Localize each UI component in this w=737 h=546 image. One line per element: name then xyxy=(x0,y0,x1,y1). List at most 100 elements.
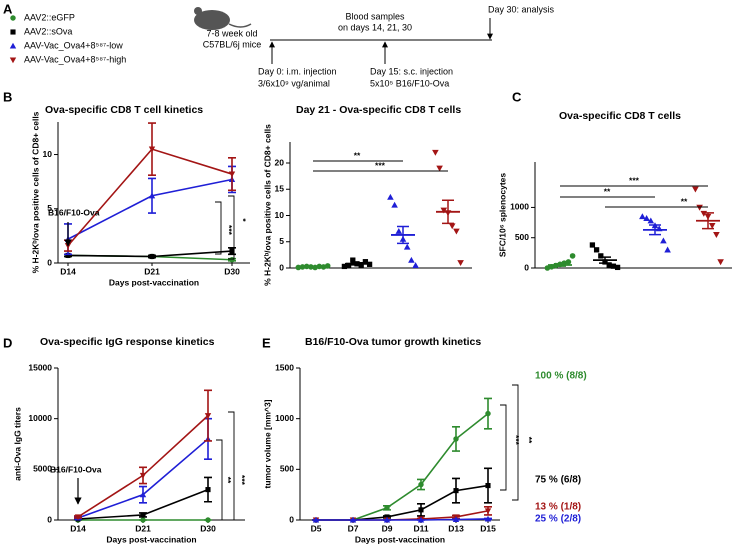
point xyxy=(643,215,650,221)
panel-label: A xyxy=(3,1,13,16)
point xyxy=(484,515,492,522)
point xyxy=(708,222,716,229)
point xyxy=(140,512,146,518)
y-axis-label: % H-2Kᵇ/ova positive cells of CD8+ cells xyxy=(30,111,40,273)
mouse-ear xyxy=(194,7,202,15)
error-bar xyxy=(702,212,714,230)
point xyxy=(384,505,390,511)
mouse-icon xyxy=(194,10,230,30)
x-tick-label: D15 xyxy=(480,523,496,533)
y-tick-label: 0 xyxy=(524,262,529,272)
outcome-label: 75 % (6/8) xyxy=(535,475,581,486)
point xyxy=(65,252,71,258)
point xyxy=(412,262,419,269)
point xyxy=(565,259,572,265)
point xyxy=(453,488,459,494)
annotation: *** xyxy=(224,225,234,236)
point xyxy=(453,228,460,235)
y-tick-label: 1500 xyxy=(275,362,294,372)
timeline-text: 3/6x10⁹ vg/animal xyxy=(258,78,330,88)
significance-bracket xyxy=(500,404,507,491)
point xyxy=(148,146,156,153)
point xyxy=(403,243,411,250)
timeline-text: Day 0: i.m. injection xyxy=(258,66,337,76)
error-bar xyxy=(307,265,319,268)
y-tick-label: 1000 xyxy=(275,413,294,423)
annotation: * xyxy=(238,218,248,222)
point xyxy=(229,248,235,254)
legend-label: AAV-Vac_Ova4+8⁵⁸⁷-low xyxy=(24,40,123,50)
y-tick-label: 0 xyxy=(47,257,52,267)
legend-label: AAV2::eGFP xyxy=(24,12,75,22)
significance-bracket xyxy=(512,384,519,501)
point xyxy=(408,256,415,263)
point xyxy=(448,223,456,230)
point xyxy=(606,262,612,268)
annotation: ** xyxy=(223,477,233,484)
point xyxy=(350,257,356,263)
x-tick-label: D5 xyxy=(311,523,322,533)
point xyxy=(341,263,348,270)
x-tick-label: D21 xyxy=(144,266,160,276)
point xyxy=(432,149,439,156)
point xyxy=(418,481,424,488)
error-bar xyxy=(649,224,661,236)
chart-title: B16/F10-Ova tumor growth kinetics xyxy=(305,336,481,348)
legend-marker xyxy=(10,15,16,21)
y-tick-label: 5 xyxy=(279,236,284,246)
timeline-text: Day 15: s.c. injection xyxy=(370,66,453,76)
timeline-text: 7-8 week old xyxy=(206,28,257,38)
point xyxy=(440,207,448,214)
point xyxy=(610,263,617,269)
significance-bracket xyxy=(216,439,223,521)
point xyxy=(453,436,459,442)
point xyxy=(589,242,596,248)
chart-title: Ova-specific IgG response kinetics xyxy=(40,336,215,348)
point xyxy=(229,257,235,263)
point xyxy=(149,253,155,260)
point xyxy=(140,517,146,523)
point xyxy=(452,516,460,523)
legend-marker xyxy=(9,57,17,64)
series-line xyxy=(316,484,489,521)
chart-title: Day 21 - Ova-specific CD8 T cells xyxy=(296,104,461,116)
error-bar xyxy=(351,262,363,266)
point xyxy=(391,201,398,208)
point xyxy=(692,186,699,193)
y-tick-label: 10000 xyxy=(28,413,52,423)
point xyxy=(593,247,600,253)
x-axis-label: Days post-vaccination xyxy=(106,534,196,544)
point xyxy=(457,260,464,267)
y-tick-label: 5 xyxy=(47,203,52,213)
chart-title: Ova-specific CD8 T cells xyxy=(559,110,681,122)
point xyxy=(362,259,369,265)
point xyxy=(713,232,720,238)
annotation: ** xyxy=(604,186,611,196)
annotation: B16/F10-Ova xyxy=(50,464,102,474)
point xyxy=(383,516,391,523)
annotation: *** xyxy=(511,435,521,446)
point xyxy=(205,517,211,523)
point xyxy=(417,516,425,523)
y-tick-label: 15000 xyxy=(28,362,52,372)
y-tick-label: 0 xyxy=(289,514,294,524)
point xyxy=(349,516,357,523)
timeline-text: Blood samples xyxy=(345,11,405,21)
point xyxy=(664,246,671,253)
mouse-tail xyxy=(228,23,252,28)
y-axis-label: tumor volume [mm^3] xyxy=(262,399,272,488)
y-tick-label: 20 xyxy=(275,157,285,167)
error-bar xyxy=(599,256,611,264)
significance-bracket xyxy=(228,195,235,260)
significance-bracket xyxy=(215,201,222,255)
point xyxy=(395,227,403,234)
point xyxy=(418,507,424,513)
point xyxy=(204,413,212,419)
error-bar xyxy=(554,263,566,267)
legend-label: AAV-Vac_Ova4+8⁵⁸⁷-high xyxy=(24,54,126,64)
point xyxy=(484,508,492,515)
point xyxy=(569,253,576,259)
x-axis-label: Days post-vaccination xyxy=(355,534,445,544)
point xyxy=(345,262,352,269)
